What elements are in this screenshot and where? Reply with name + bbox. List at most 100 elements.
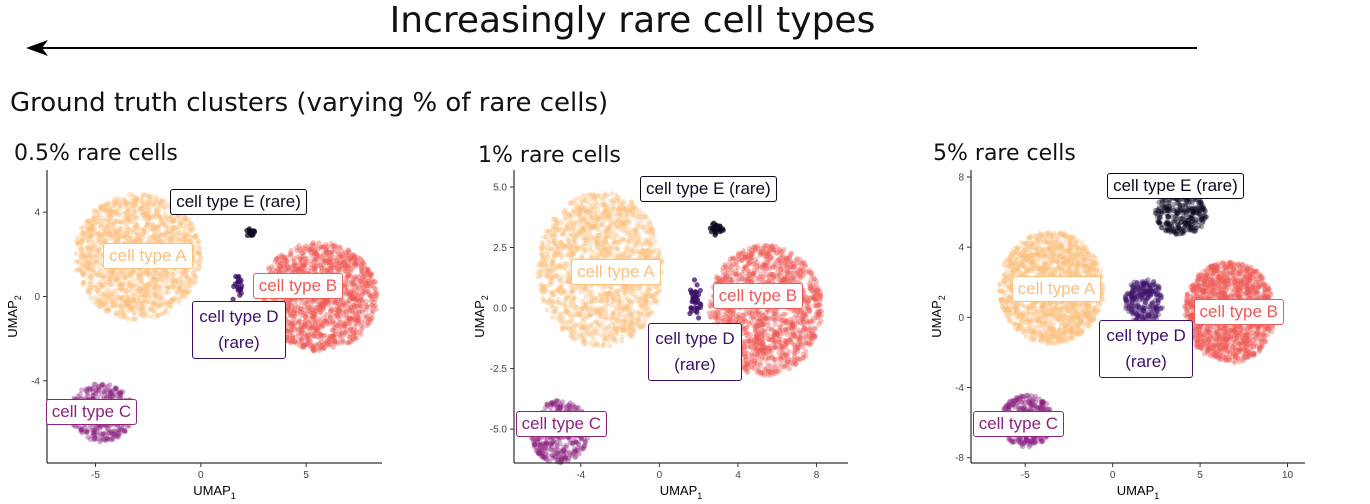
data-point bbox=[599, 201, 605, 207]
data-point bbox=[626, 207, 632, 214]
data-point bbox=[722, 274, 728, 280]
data-point bbox=[554, 264, 560, 270]
data-point bbox=[562, 245, 568, 251]
data-point bbox=[313, 250, 320, 256]
data-point bbox=[645, 229, 651, 235]
data-point bbox=[309, 300, 315, 306]
data-point bbox=[642, 249, 648, 255]
data-point bbox=[96, 384, 102, 390]
data-point bbox=[309, 324, 316, 330]
data-point bbox=[143, 213, 149, 219]
data-point bbox=[121, 312, 127, 318]
data-point bbox=[304, 333, 310, 339]
data-point bbox=[312, 312, 318, 318]
data-point bbox=[140, 227, 146, 234]
data-point bbox=[156, 270, 162, 276]
data-point bbox=[617, 287, 623, 293]
data-point bbox=[581, 206, 587, 212]
panel-title: 0.5% rare cells bbox=[14, 141, 178, 166]
data-point bbox=[579, 284, 586, 290]
data-point bbox=[369, 283, 375, 289]
data-point bbox=[306, 335, 312, 342]
data-point bbox=[554, 315, 560, 322]
data-point bbox=[370, 294, 376, 300]
data-point bbox=[563, 296, 569, 302]
data-point bbox=[85, 237, 91, 243]
data-point bbox=[286, 306, 292, 312]
data-point bbox=[159, 290, 165, 296]
data-point bbox=[753, 333, 759, 339]
data-point bbox=[582, 204, 588, 210]
data-point bbox=[339, 259, 345, 265]
data-point bbox=[626, 252, 632, 258]
data-point bbox=[784, 262, 790, 268]
data-point bbox=[164, 270, 170, 276]
data-point bbox=[611, 206, 617, 212]
data-point bbox=[163, 269, 169, 275]
data-point bbox=[723, 276, 729, 282]
data-point bbox=[297, 309, 303, 315]
data-point bbox=[103, 300, 109, 306]
data-point bbox=[354, 254, 360, 260]
data-point bbox=[303, 314, 309, 320]
data-point bbox=[138, 237, 144, 243]
data-point bbox=[330, 318, 336, 325]
data-point bbox=[811, 276, 817, 282]
data-point bbox=[145, 200, 151, 206]
data-point bbox=[109, 292, 115, 298]
data-point bbox=[82, 265, 88, 271]
data-point bbox=[601, 341, 607, 348]
data-point bbox=[566, 212, 572, 218]
data-point bbox=[128, 303, 134, 309]
data-point bbox=[139, 209, 145, 215]
data-point bbox=[622, 325, 628, 331]
data-point bbox=[274, 268, 280, 275]
data-point bbox=[570, 313, 576, 319]
data-point bbox=[78, 238, 84, 244]
data-point bbox=[75, 394, 81, 400]
data-point bbox=[579, 204, 585, 210]
data-point bbox=[88, 436, 94, 442]
data-point bbox=[628, 320, 634, 326]
data-point bbox=[548, 266, 554, 272]
data-point bbox=[587, 222, 593, 228]
data-point bbox=[606, 290, 612, 296]
data-point bbox=[102, 437, 108, 443]
data-point bbox=[365, 289, 371, 295]
data-point bbox=[304, 256, 310, 262]
data-point bbox=[100, 292, 106, 298]
data-point bbox=[133, 215, 139, 221]
data-point bbox=[170, 218, 176, 224]
data-point bbox=[116, 426, 122, 433]
data-point bbox=[627, 219, 633, 225]
data-point bbox=[315, 334, 321, 340]
data-point bbox=[117, 426, 123, 432]
data-point bbox=[602, 246, 608, 252]
data-point bbox=[633, 309, 639, 315]
data-point bbox=[609, 302, 615, 308]
data-point bbox=[138, 300, 144, 306]
data-point bbox=[140, 271, 146, 277]
data-point bbox=[309, 246, 315, 252]
data-point bbox=[574, 284, 580, 291]
data-point bbox=[622, 289, 628, 296]
data-point bbox=[716, 313, 722, 319]
data-point bbox=[645, 311, 651, 317]
data-point bbox=[277, 263, 284, 269]
data-point bbox=[150, 226, 157, 232]
data-point bbox=[130, 298, 136, 304]
data-point bbox=[155, 223, 161, 229]
data-point bbox=[300, 342, 306, 348]
data-point bbox=[114, 234, 121, 240]
data-point bbox=[543, 228, 549, 234]
data-point bbox=[607, 333, 613, 339]
data-point bbox=[328, 307, 334, 314]
data-point bbox=[570, 226, 576, 233]
data-point bbox=[591, 223, 597, 229]
data-point bbox=[145, 203, 151, 209]
data-point bbox=[153, 296, 159, 302]
data-point bbox=[176, 296, 182, 302]
data-point bbox=[116, 196, 122, 202]
data-point bbox=[604, 214, 610, 220]
data-point bbox=[795, 268, 801, 274]
